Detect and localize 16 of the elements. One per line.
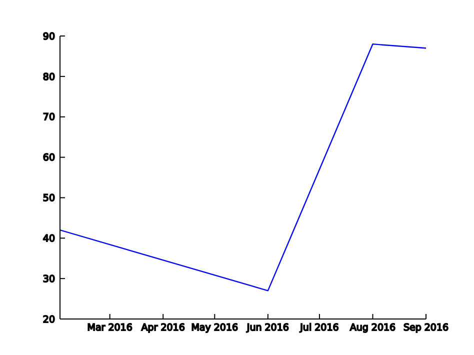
y-tick-label: 70 — [42, 112, 55, 124]
x-tick-label: Jun 2016 — [246, 322, 289, 334]
x-tick-label: Apr 2016 — [141, 322, 185, 334]
y-tick-label: 90 — [42, 31, 55, 42]
line-series — [60, 43, 426, 292]
y-tick-label: 30 — [42, 274, 55, 285]
x-tick-label: Jul 2016 — [299, 322, 339, 334]
x-tick-label: Aug 2016 — [350, 322, 396, 334]
y-tick-label: 60 — [42, 152, 55, 164]
y-tick-label: 40 — [42, 234, 55, 245]
y-tick-label: 80 — [42, 72, 55, 83]
x-tick-label: May 2016 — [191, 322, 238, 334]
x-tick-label: Sep 2016 — [403, 322, 449, 334]
y-tick-label: 20 — [42, 314, 55, 326]
x-tick-label: Mar 2016 — [87, 322, 132, 334]
y-tick-label: 50 — [42, 193, 55, 204]
